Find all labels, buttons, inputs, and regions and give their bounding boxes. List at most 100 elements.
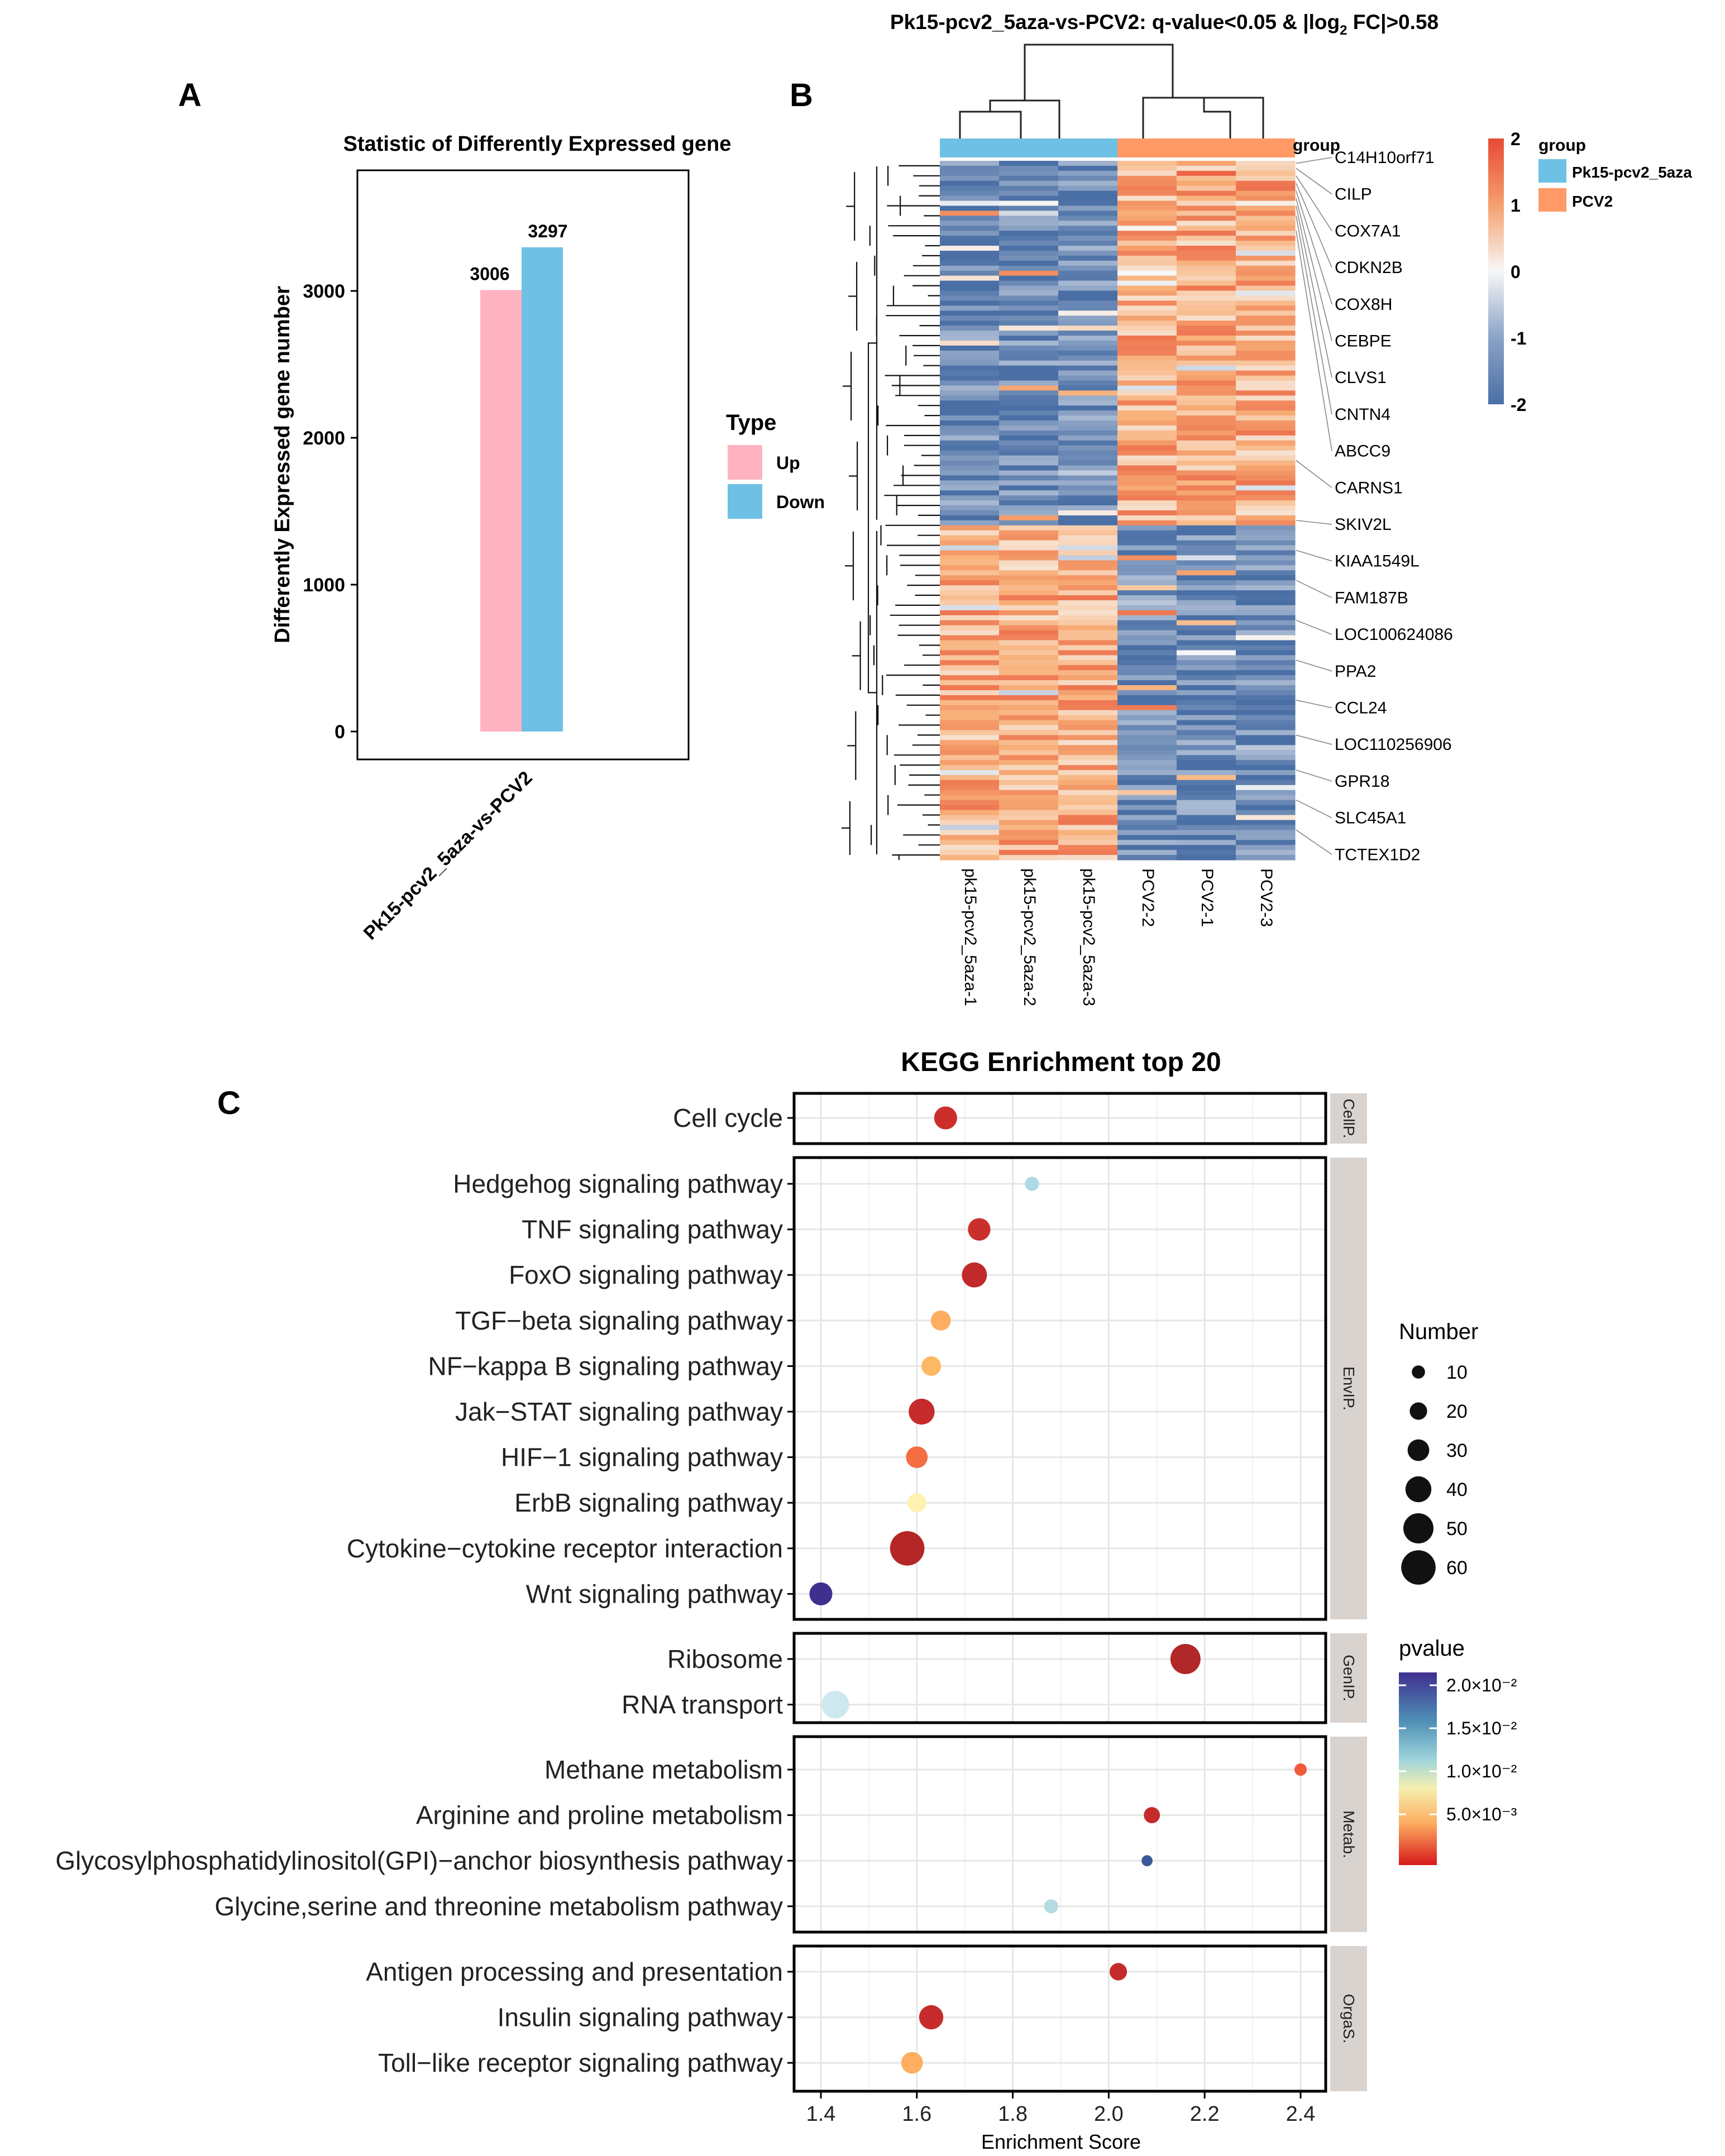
pathway-label: Hedgehog signaling pathway: [453, 1169, 783, 1198]
heatmap-cell: [1058, 665, 1118, 671]
heatmap-cell: [1177, 645, 1236, 651]
heatmap-cell: [999, 720, 1059, 726]
heatmap-cell: [1236, 400, 1296, 406]
heatmap-cell: [1117, 420, 1177, 426]
heatmap-cell: [1058, 211, 1118, 216]
heatmap-cell: [999, 385, 1059, 391]
heatmap-cell: [999, 595, 1059, 601]
facet-strip-label: Metab.: [1340, 1810, 1358, 1858]
heatmap-cell: [1117, 226, 1177, 231]
heatmap-cell: [940, 216, 1000, 221]
heatmap-cell: [1117, 805, 1177, 811]
x-tick-label: 1.8: [998, 2102, 1028, 2126]
heatmap-cell: [1058, 735, 1118, 740]
size-legend-dot: [1405, 1476, 1432, 1503]
heatmap-cell: [1058, 605, 1118, 611]
heatmap-cell: [1117, 590, 1177, 596]
facet-cellp: Cell cycle CellP.: [673, 1092, 1367, 1145]
heatmap-cell: [1058, 285, 1118, 291]
heatmap-cell: [1117, 321, 1177, 326]
size-legend-label: 20: [1446, 1401, 1468, 1422]
facet-strip: [1330, 1737, 1367, 1932]
heatmap-cell: [1117, 535, 1177, 541]
heatmap-cell: [940, 615, 1000, 621]
heatmap-cell: [999, 715, 1059, 721]
heatmap-cell: [1177, 845, 1236, 850]
heatmap-grid: [940, 161, 1296, 861]
heatmap-cell: [1058, 460, 1118, 466]
heatmap-cell: [1177, 185, 1236, 192]
heatmap-cell: [1058, 530, 1118, 536]
heatmap-cell: [1236, 715, 1296, 721]
heatmap-cell: [1236, 565, 1296, 571]
size-legend-dot: [1403, 1513, 1433, 1543]
heatmap-cell: [999, 190, 1059, 197]
heatmap-cell: [999, 340, 1059, 346]
heatmap-cell: [1177, 190, 1236, 197]
bar-value-label-up: 3006: [470, 264, 509, 284]
heatmap-cell: [1177, 510, 1236, 516]
heatmap-cell: [940, 850, 1000, 855]
heatmap-cell: [1117, 650, 1177, 656]
group-legend-label-1: Pk15-pcv2_5aza: [1572, 164, 1692, 181]
pathway-dot: [907, 1493, 926, 1513]
heatmap-cell: [1058, 770, 1118, 776]
heatmap-cell: [940, 300, 1000, 306]
heatmap-cell: [1058, 550, 1118, 556]
heatmap-cell: [1058, 475, 1118, 481]
heatmap-cell: [1058, 630, 1118, 636]
heatmap-cell: [940, 165, 1000, 171]
group-legend-title: group: [1538, 136, 1586, 155]
heatmap-cell: [940, 420, 1000, 426]
heatmap-cell: [1236, 280, 1296, 286]
panel-a-label: A: [178, 77, 202, 113]
heatmap-cell: [1117, 250, 1177, 256]
group-legend-swatch-1: [1538, 159, 1566, 183]
heatmap-cell: [940, 540, 1000, 546]
pathway-label: Ribosome: [667, 1645, 783, 1674]
heatmap-cell: [1117, 575, 1177, 581]
heatmap-cell: [1236, 785, 1296, 791]
heatmap-row-label: C14H10orf71: [1335, 149, 1434, 167]
heatmap-cell: [1058, 760, 1118, 766]
heatmap-cell: [1117, 785, 1177, 791]
heatmap-cell: [1236, 336, 1296, 341]
heatmap-cell: [1058, 680, 1118, 686]
heatmap-cell: [1058, 370, 1118, 376]
bar-y-axis: 0 1000 2000 3000: [303, 281, 357, 743]
heatmap-cell: [1236, 745, 1296, 750]
heatmap-row-label: CLVS1: [1335, 369, 1387, 387]
heatmap-cell: [1058, 395, 1118, 401]
heatmap-cell: [1117, 195, 1177, 202]
heatmap-cell: [1117, 735, 1177, 740]
heatmap-cell: [940, 480, 1000, 486]
heatmap-cell: [1058, 440, 1118, 446]
heatmap-cell: [1236, 845, 1296, 850]
heatmap-cell: [1058, 205, 1118, 212]
heatmap-cell: [1236, 415, 1296, 421]
heatmap-cell: [1117, 770, 1177, 776]
heatmap-cell: [940, 280, 1000, 286]
row-label-leader: [1296, 549, 1332, 562]
heatmap-cell: [1058, 265, 1118, 271]
heatmap-cell: [1058, 655, 1118, 661]
heatmap-cell: [1058, 226, 1118, 231]
heatmap-cell: [999, 545, 1059, 551]
heatmap-cell: [1058, 590, 1118, 596]
heatmap-cell: [1117, 336, 1177, 341]
heatmap-cell: [999, 315, 1059, 321]
heatmap-cell: [999, 260, 1059, 266]
heatmap-cell: [940, 660, 1000, 666]
heatmap-cell: [999, 395, 1059, 401]
heatmap-cell: [940, 705, 1000, 711]
heatmap-cell: [1058, 815, 1118, 821]
heatmap-cell: [999, 241, 1059, 246]
heatmap-cell: [1177, 430, 1236, 436]
heatmap-cell: [1058, 510, 1118, 516]
heatmap-cell: [1117, 445, 1177, 451]
heatmap-cell: [1177, 480, 1236, 486]
heatmap-cell: [1236, 780, 1296, 786]
heatmap-cell: [1058, 570, 1118, 576]
heatmap-cell: [1236, 525, 1296, 531]
heatmap-cell: [940, 830, 1000, 835]
